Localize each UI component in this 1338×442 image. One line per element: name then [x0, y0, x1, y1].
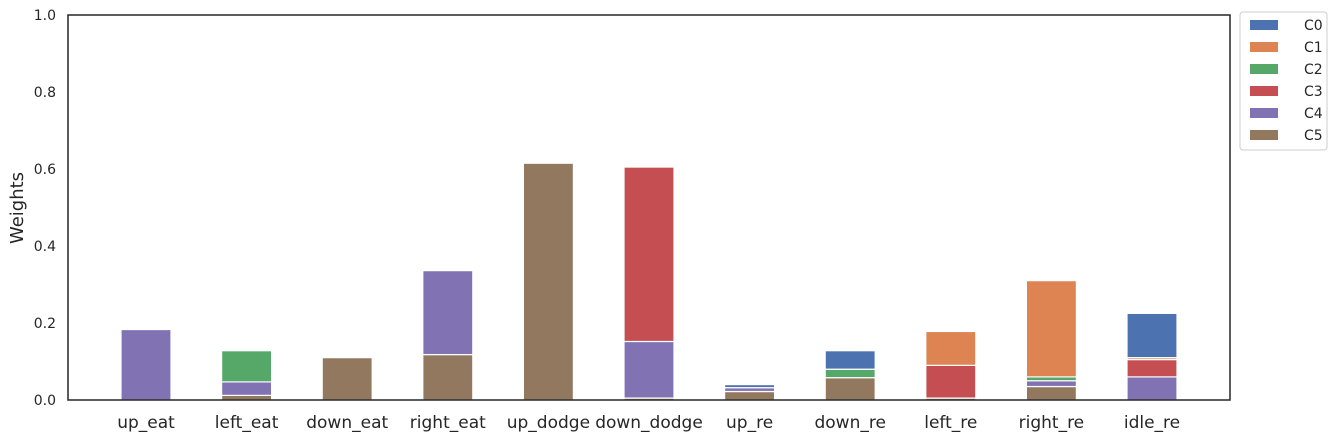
x-tick-label: right_eat [410, 413, 486, 433]
legend-label-C1: C1 [1304, 40, 1323, 56]
bar-segment-down_dodge-C4 [623, 340, 675, 399]
bar-segment-left_re-C3 [925, 364, 977, 399]
bar-segment-right_eat-C5 [422, 353, 474, 401]
bar-segment-up_re-C5 [723, 390, 776, 401]
legend-label-C0: C0 [1304, 18, 1323, 34]
legend: C0 C1 C2 C3 C4 C5 [1239, 11, 1328, 151]
y-tick-label: 0.8 [34, 85, 56, 101]
x-tick-label: down_dodge [595, 413, 703, 433]
y-axis-ticks: 0.0 0.2 0.4 0.6 0.8 1.0 [34, 8, 56, 409]
bar-segment-up_dodge-C5 [522, 162, 575, 401]
bar-segment-right_eat-C4 [422, 270, 474, 356]
y-tick-label: 0.4 [34, 239, 56, 255]
bar-segment-idle_re-C0 [1126, 312, 1178, 359]
x-tick-label: left_re [924, 413, 977, 433]
bars-layer [120, 162, 1178, 401]
bar-segment-idle_re-C4 [1126, 376, 1178, 401]
legend-swatch-C4 [1250, 108, 1278, 118]
bar-segment-down_re-C5 [824, 377, 876, 401]
bar-segment-up_re-C0 [723, 384, 776, 389]
y-tick-label: 0.2 [34, 316, 56, 332]
x-tick-label: up_dodge [507, 413, 590, 433]
x-tick-label: up_re [726, 413, 773, 433]
bar-segment-down_re-C0 [824, 350, 876, 370]
bar-segment-down_eat-C5 [321, 357, 373, 401]
legend-swatch-C2 [1250, 64, 1278, 74]
x-tick-label: down_re [814, 413, 885, 433]
bar-segment-idle_re-C3 [1126, 358, 1178, 378]
bar-segment-down_dodge-C3 [623, 166, 675, 343]
legend-label-C3: C3 [1304, 84, 1323, 100]
bar-segment-left_eat-C4 [221, 381, 273, 396]
legend-swatch-C0 [1250, 20, 1278, 30]
legend-label-C5: C5 [1304, 128, 1323, 144]
bar-segment-right_re-C5 [1025, 385, 1078, 401]
x-tick-label: right_re [1019, 413, 1085, 433]
x-tick-label: down_eat [306, 413, 388, 433]
x-tick-label: idle_re [1124, 413, 1180, 433]
bar-segment-up_eat-C4 [120, 328, 172, 401]
plot-frame [67, 14, 1231, 401]
y-tick-label: 0.6 [34, 162, 56, 178]
y-tick-label: 0.0 [34, 393, 56, 409]
x-tick-label: left_eat [215, 413, 279, 433]
x-tick-label: up_eat [117, 413, 175, 433]
bar-segment-right_re-C4 [1025, 380, 1078, 388]
legend-swatch-C1 [1250, 42, 1278, 52]
y-tick-label: 1.0 [34, 8, 56, 24]
x-axis-ticks: up_eat left_eat down_eat right_eat up_dodge d… [117, 413, 1180, 433]
legend-swatch-C5 [1250, 130, 1278, 140]
bar-segment-left_eat-C2 [221, 350, 273, 383]
bar-segment-right_re-C1 [1025, 280, 1078, 378]
bar-segment-down_re-C2 [824, 368, 876, 379]
bar-segment-left_re-C1 [925, 330, 977, 366]
legend-label-C4: C4 [1304, 106, 1323, 122]
y-axis-label: Weights [7, 172, 28, 244]
legend-label-C2: C2 [1304, 62, 1323, 78]
legend-swatch-C3 [1250, 86, 1278, 96]
